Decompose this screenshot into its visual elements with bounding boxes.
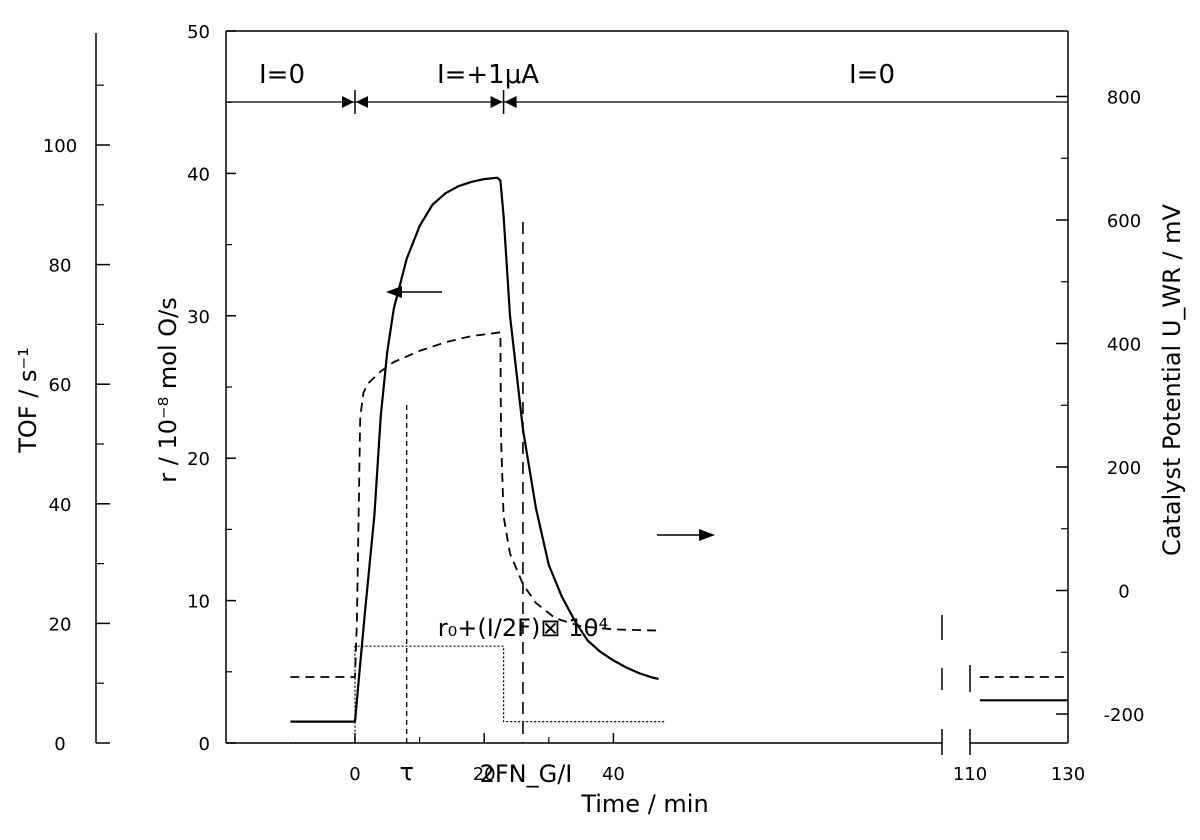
lines-group	[290, 176, 1068, 744]
labels-group: 01020304050-2000200400600800020406080100…	[14, 22, 1186, 818]
annotations-group	[386, 222, 715, 743]
right-axis-title: Catalyst Potential U_WR / mV	[1158, 203, 1186, 555]
tof-tick-label: 0	[54, 734, 65, 755]
right-arrow-icon	[699, 529, 715, 541]
tof-tick-label: 40	[49, 495, 72, 516]
right-tick-label: 400	[1107, 335, 1141, 356]
left-axis-title: r / 10⁻⁸ mol O/s	[154, 297, 182, 483]
faradaic-step-line	[290, 645, 666, 744]
x-tick-label: 110	[953, 764, 987, 785]
region-arrowhead	[356, 96, 368, 108]
left-tick-label: 30	[187, 307, 210, 328]
tof-axis-title: TOF / s⁻¹	[14, 347, 42, 454]
x-tick-label: 130	[1051, 764, 1085, 785]
tof-tick-label: 80	[49, 256, 72, 277]
region-label: I=+1μA	[437, 60, 539, 90]
right-tick-label: 0	[1118, 582, 1129, 603]
rate-curve	[290, 176, 659, 723]
characteristic-time-label: 2FN_G/I	[480, 760, 573, 788]
right-tick-label: -200	[1104, 705, 1145, 726]
x-tick-label: 40	[602, 764, 625, 785]
tof-tick-label: 60	[49, 375, 72, 396]
left-tick-label: 20	[187, 449, 210, 470]
right-tick-label: 200	[1107, 458, 1141, 479]
left-tick-label: 50	[187, 22, 210, 43]
region-arrowhead	[504, 96, 517, 108]
x-tick-label: 0	[349, 764, 360, 785]
region-arrowhead	[342, 96, 354, 108]
tof-tick-label: 20	[49, 614, 72, 635]
axes-group	[95, 30, 1069, 755]
region-label: I=0	[849, 60, 895, 90]
left-arrow-icon	[386, 286, 402, 298]
right-tick-label: 600	[1107, 211, 1141, 232]
region-label: I=0	[259, 60, 305, 90]
x-tick-label: 20	[473, 764, 496, 785]
left-tick-label: 40	[187, 164, 210, 185]
tof-tick-label: 100	[43, 136, 77, 157]
left-tick-label: 0	[199, 734, 210, 755]
region-arrowhead	[490, 96, 503, 108]
tau-label: τ	[399, 758, 413, 786]
faradaic-level-label: r₀+(I/2F)⊠ 10⁴	[438, 614, 608, 642]
right-tick-label: 800	[1107, 88, 1141, 109]
left-tick-label: 10	[187, 592, 210, 613]
x-axis-title: Time / min	[580, 790, 708, 818]
